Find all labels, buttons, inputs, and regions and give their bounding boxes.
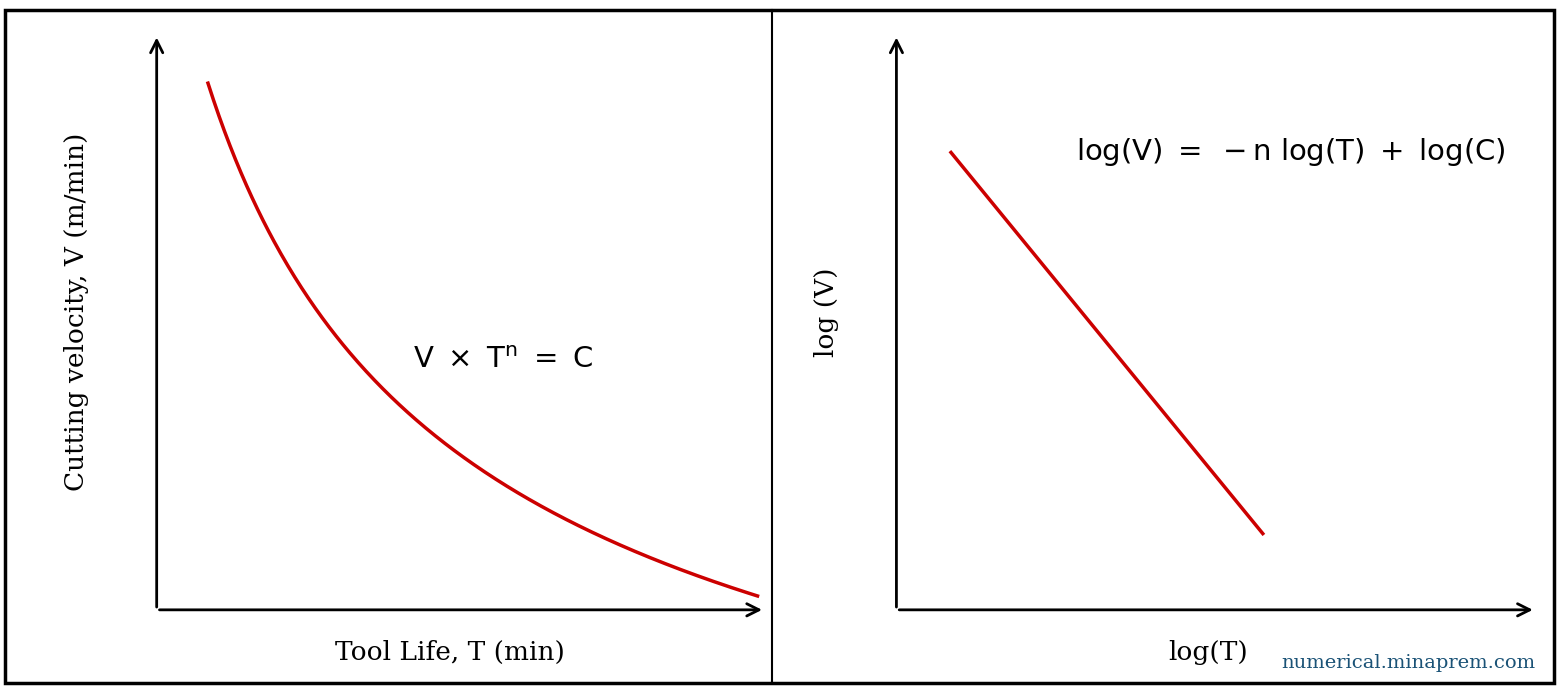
Text: numerical.minaprem.com: numerical.minaprem.com (1281, 654, 1536, 672)
Text: log (V): log (V) (814, 267, 839, 357)
Text: Tool Life, T (min): Tool Life, T (min) (335, 640, 564, 665)
Text: $\mathsf{log(V)\ =\ -n\ log(T)\ +\ log(C)}$: $\mathsf{log(V)\ =\ -n\ log(T)\ +\ log(C… (1076, 137, 1506, 168)
Text: $\mathsf{V\ \times\ T^n\ =\ C}$: $\mathsf{V\ \times\ T^n\ =\ C}$ (413, 346, 594, 374)
Text: log(T): log(T) (1168, 640, 1249, 665)
Text: Cutting velocity, V (m/min): Cutting velocity, V (m/min) (64, 132, 89, 491)
